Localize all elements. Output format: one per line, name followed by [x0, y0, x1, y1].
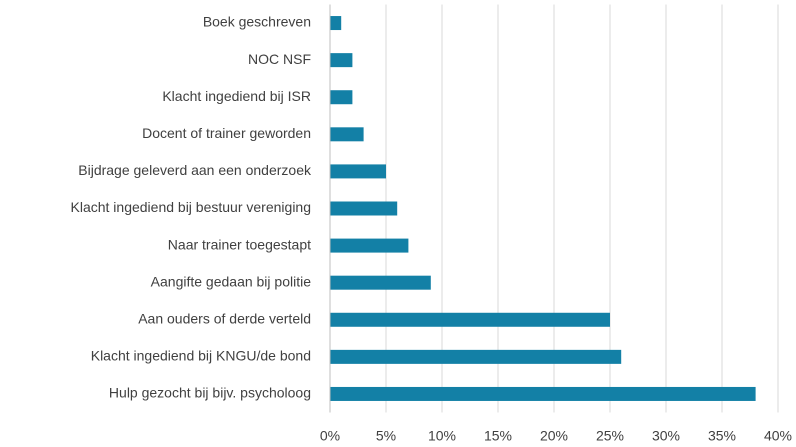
bar [330, 275, 431, 290]
x-tick-label: 10% [428, 428, 456, 444]
y-tick-label: Klacht ingediend bij bestuur vereniging [71, 199, 312, 215]
bar [330, 238, 409, 253]
bar [330, 53, 353, 68]
x-tick-label: 25% [596, 428, 624, 444]
y-tick-label: Docent of trainer geworden [142, 125, 311, 141]
bar [330, 386, 756, 401]
x-tick-label: 20% [540, 428, 568, 444]
x-tick-label: 0% [320, 428, 340, 444]
y-tick-label: Boek geschreven [203, 14, 311, 30]
x-tick-label: 35% [708, 428, 736, 444]
y-tick-label: Aangifte gedaan bij politie [151, 273, 312, 289]
x-tick-label: 5% [376, 428, 396, 444]
y-tick-label: Klacht ingediend bij KNGU/de bond [91, 348, 311, 364]
bar [330, 16, 342, 31]
y-tick-label: Bijdrage geleverd aan een onderzoek [78, 162, 312, 178]
bar [330, 127, 364, 142]
y-tick-label: Hulp gezocht bij bijv. psycholoog [109, 385, 311, 401]
x-tick-label: 15% [484, 428, 512, 444]
y-tick-label: NOC NSF [248, 51, 311, 67]
bar [330, 349, 622, 364]
bar [330, 201, 398, 216]
bar [330, 90, 353, 105]
y-tick-label: Naar trainer toegestapt [168, 236, 311, 252]
bar [330, 164, 386, 179]
y-tick-label: Aan ouders of derde verteld [138, 310, 311, 326]
x-tick-label: 30% [652, 428, 680, 444]
x-tick-label: 40% [764, 428, 792, 444]
y-tick-label: Klacht ingediend bij ISR [162, 88, 311, 104]
bar [330, 312, 610, 327]
